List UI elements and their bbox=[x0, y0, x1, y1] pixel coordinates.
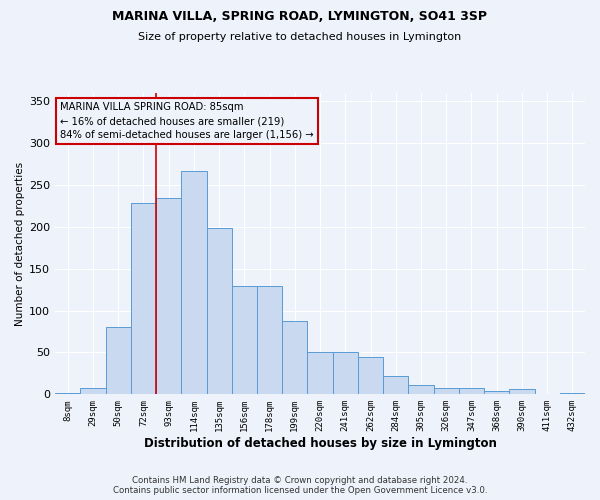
Bar bbox=[282, 320, 307, 394]
Bar bbox=[484, 391, 509, 394]
Bar bbox=[55, 392, 80, 394]
Bar bbox=[509, 390, 535, 394]
Bar bbox=[560, 392, 585, 394]
Text: Size of property relative to detached houses in Lymington: Size of property relative to detached ho… bbox=[139, 32, 461, 42]
Bar bbox=[358, 356, 383, 395]
Bar bbox=[181, 171, 206, 394]
Bar bbox=[106, 328, 131, 394]
Bar bbox=[257, 286, 282, 395]
Bar bbox=[131, 202, 156, 394]
Text: MARINA VILLA, SPRING ROAD, LYMINGTON, SO41 3SP: MARINA VILLA, SPRING ROAD, LYMINGTON, SO… bbox=[113, 10, 487, 23]
Y-axis label: Number of detached properties: Number of detached properties bbox=[15, 162, 25, 326]
Bar bbox=[409, 385, 434, 394]
X-axis label: Distribution of detached houses by size in Lymington: Distribution of detached houses by size … bbox=[143, 437, 497, 450]
Bar bbox=[434, 388, 459, 394]
Text: Contains HM Land Registry data © Crown copyright and database right 2024.
Contai: Contains HM Land Registry data © Crown c… bbox=[113, 476, 487, 495]
Bar bbox=[307, 352, 332, 395]
Text: MARINA VILLA SPRING ROAD: 85sqm
← 16% of detached houses are smaller (219)
84% o: MARINA VILLA SPRING ROAD: 85sqm ← 16% of… bbox=[61, 102, 314, 140]
Bar bbox=[206, 228, 232, 394]
Bar bbox=[232, 286, 257, 395]
Bar bbox=[459, 388, 484, 394]
Bar bbox=[383, 376, 409, 394]
Bar bbox=[80, 388, 106, 394]
Bar bbox=[332, 352, 358, 395]
Bar bbox=[156, 198, 181, 394]
